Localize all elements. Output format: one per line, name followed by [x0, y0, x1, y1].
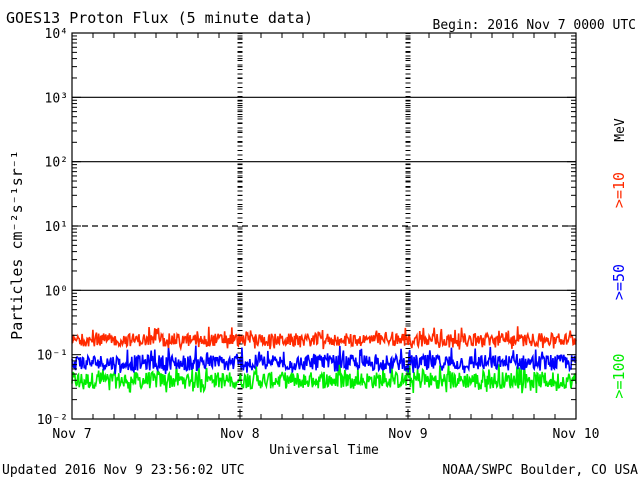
y-tick-label: 10⁻¹	[37, 349, 68, 364]
x-axis-title: Universal Time	[269, 443, 379, 458]
threshold-lines	[72, 96, 576, 291]
y-axis-title: Particles cm⁻²s⁻¹sr⁻¹	[8, 150, 26, 340]
legend-entry: >=50	[610, 264, 628, 300]
series-line	[71, 345, 577, 375]
credit-label: NOAA/SWPC Boulder, CO USA	[442, 463, 638, 478]
y-tick-label: 10⁰	[45, 284, 68, 299]
chart-title: GOES13 Proton Flux (5 minute data)	[6, 9, 313, 27]
legend-entry: >=100	[610, 353, 628, 398]
legend-entry: >=10	[610, 172, 628, 208]
legend: >=10 >=50 >=100	[610, 172, 628, 399]
series-group	[71, 326, 577, 394]
y-tick-label: 10⁴	[45, 27, 68, 42]
x-tick-label: Nov 8	[220, 427, 259, 442]
energy-unit-label: MeV	[613, 118, 628, 142]
updated-timestamp: Updated 2016 Nov 9 23:56:02 UTC	[2, 463, 245, 478]
y-tick-label: 10¹	[45, 220, 68, 235]
x-tick-label: Nov 9	[388, 427, 427, 442]
y-tick-label: 10³	[45, 91, 68, 106]
series-line	[71, 362, 577, 394]
y-tick-label: 10⁻²	[37, 413, 68, 428]
x-tick-label: Nov 7	[52, 427, 91, 442]
series-line	[71, 326, 577, 352]
y-axis-ticks: 10⁻² 10⁻¹ 10⁰ 10¹ 10² 10³ 10⁴	[37, 27, 576, 428]
begin-time-label: Begin: 2016 Nov 7 0000 UTC	[433, 18, 637, 33]
y-tick-label: 10²	[45, 156, 68, 171]
x-tick-label: Nov 10	[553, 427, 600, 442]
x-axis-ticks: Nov 7 Nov 8 Nov 9 Nov 10	[52, 33, 599, 442]
